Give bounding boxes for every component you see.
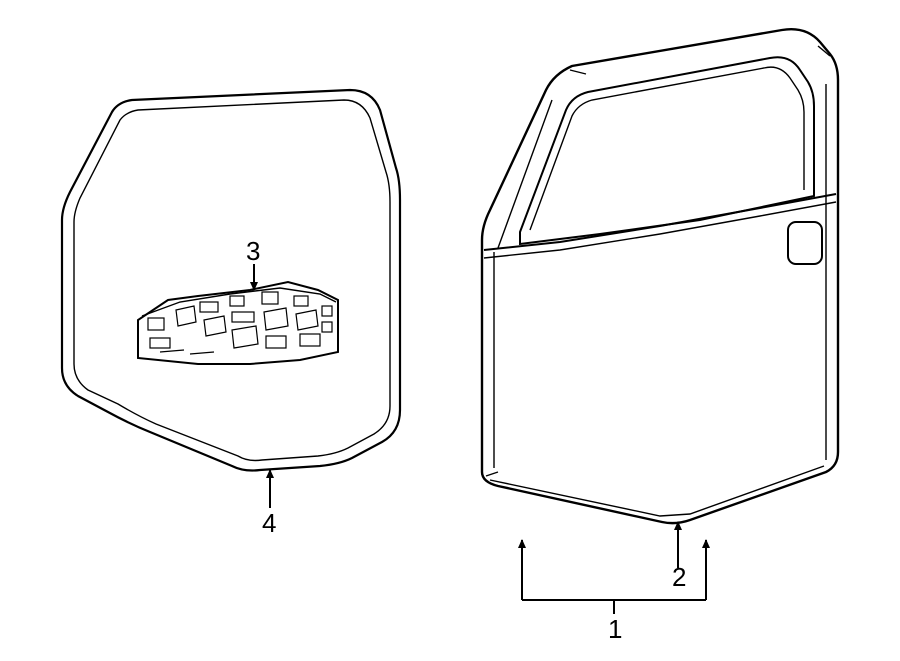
door-shell [482,29,838,523]
callout-label-2: 2 [672,562,686,593]
inner-panel [138,282,338,364]
callout-label-3: 3 [246,236,260,267]
parts-diagram [0,0,900,661]
weatherstrip-seal [62,90,400,471]
callout-label-1: 1 [608,614,622,645]
callout-label-4: 4 [262,508,276,539]
